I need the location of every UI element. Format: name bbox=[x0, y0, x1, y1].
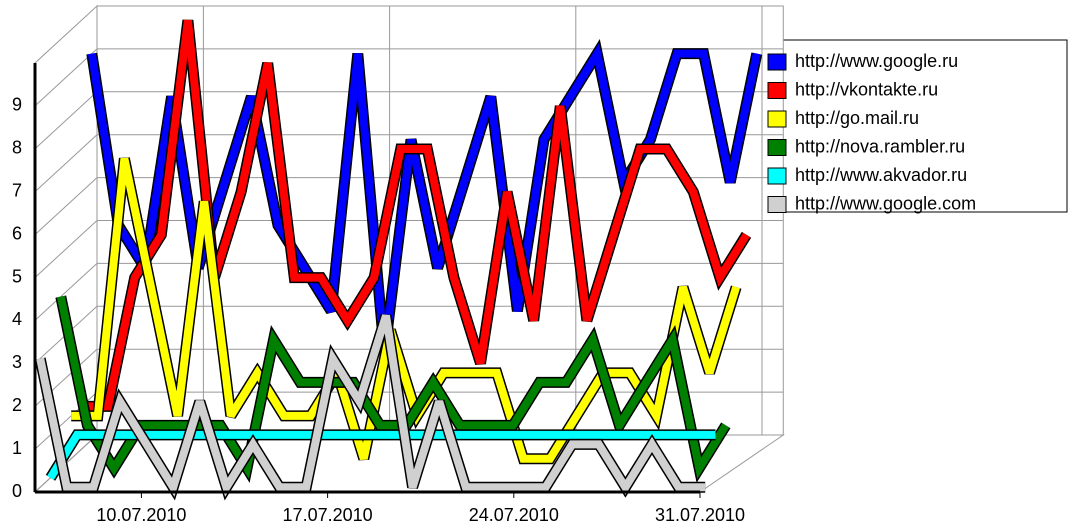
legend-label: http://go.mail.ru bbox=[795, 108, 919, 128]
grid-line bbox=[34, 220, 98, 278]
legend-label: http://www.google.ru bbox=[795, 51, 958, 71]
x-tick-label: 17.07.2010 bbox=[283, 505, 373, 525]
legend-label: http://www.google.com bbox=[795, 193, 976, 213]
legend-swatch bbox=[767, 139, 787, 156]
x-tick-label: 10.07.2010 bbox=[96, 505, 186, 525]
series-line bbox=[81, 19, 750, 411]
y-tick-label: 2 bbox=[12, 395, 22, 415]
legend-swatch bbox=[767, 53, 787, 71]
y-tick-label: 3 bbox=[12, 352, 22, 372]
y-tick-label: 5 bbox=[12, 266, 22, 286]
y-tick-label: 9 bbox=[12, 95, 22, 115]
legend-label: http://www.akvador.ru bbox=[795, 165, 967, 185]
y-tick-label: 7 bbox=[12, 180, 22, 200]
legend-label: http://vkontakte.ru bbox=[795, 79, 938, 99]
series-line bbox=[47, 430, 716, 480]
legend-swatch bbox=[767, 82, 787, 99]
series-line bbox=[71, 157, 741, 463]
legend-swatch bbox=[767, 110, 787, 128]
y-tick-label: 8 bbox=[12, 138, 22, 158]
grid-line bbox=[34, 48, 98, 107]
grid-line bbox=[34, 134, 98, 193]
legend-swatch bbox=[767, 196, 787, 213]
grid-line bbox=[34, 91, 98, 150]
grid-line bbox=[34, 177, 98, 235]
y-tick-label: 0 bbox=[12, 481, 22, 501]
x-tick-label: 31.07.2010 bbox=[655, 505, 745, 525]
legend-swatch bbox=[767, 167, 787, 185]
legend-box bbox=[754, 39, 1068, 213]
y-tick-label: 1 bbox=[12, 438, 22, 458]
legend-label: http://nova.rambler.ru bbox=[795, 136, 965, 156]
grid-line bbox=[34, 263, 98, 321]
y-tick-label: 6 bbox=[12, 223, 22, 243]
series-line bbox=[36, 314, 706, 497]
x-tick-label: 24.07.2010 bbox=[469, 505, 559, 525]
series-line bbox=[56, 295, 730, 479]
y-tick-label: 4 bbox=[12, 309, 22, 329]
